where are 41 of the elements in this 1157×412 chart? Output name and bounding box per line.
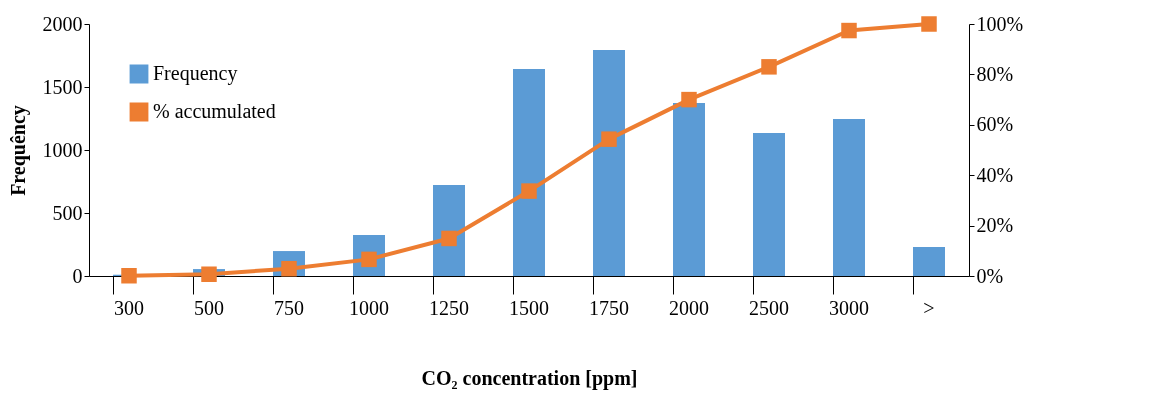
x-tick-label: 750 [274,296,304,319]
point [201,266,217,282]
x-tick-label: 2000 [669,296,709,319]
y-tick-label: 1000 [42,138,83,161]
point [761,59,777,75]
point [921,16,937,32]
y-tick-label: 2000 [42,12,83,35]
y2-tick-label: 60% [976,113,1014,136]
bar [513,68,545,276]
legend-label: Frequency [153,62,238,85]
y-tick-label: 0 [72,264,83,287]
point [521,183,537,199]
y-tick-label: 1500 [42,75,83,98]
point [681,91,697,108]
x-tick-label: > [923,296,935,319]
y2-tick-label: 0% [976,264,1004,287]
x-tick-label: 1500 [509,296,549,319]
x-axis-title: CO₂ concentration [ppm] [421,366,638,390]
bar [753,132,785,276]
y-tick-label: 500 [52,201,83,224]
bar [593,49,625,276]
x-tick-label: 500 [194,296,224,319]
y2-tick-label: 80% [976,62,1014,85]
point [121,268,137,284]
x-tick-label: 3000 [829,296,869,319]
point [601,131,617,147]
point [441,230,457,247]
y2-tick-label: 20% [976,214,1014,237]
legend-label: % accumulated [153,100,276,122]
bar [913,247,945,276]
bar [673,103,705,276]
y-axis-title: Frequêncy [6,105,30,196]
point [841,22,857,39]
x-tick-label: 300 [114,296,144,319]
x-tick-label: 1250 [429,296,469,319]
y2-tick-label: 100% [976,12,1024,35]
x-tick-label: 1750 [589,296,629,319]
x-tick-label: 2500 [749,296,789,319]
x-tick-label: 1000 [349,296,389,319]
y2-tick-label: 40% [976,163,1014,186]
bar [833,119,865,276]
